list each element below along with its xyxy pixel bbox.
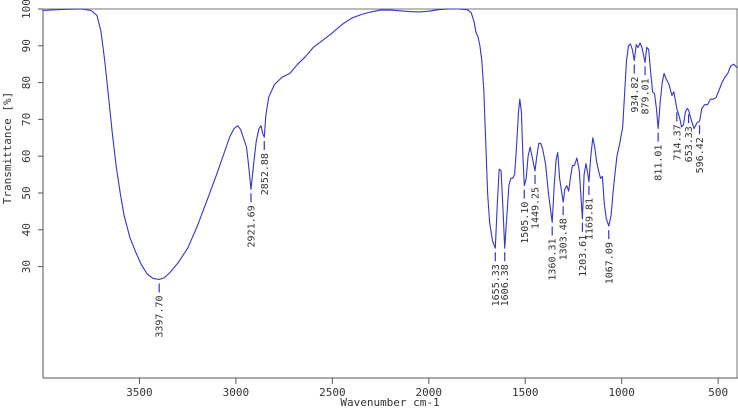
x-tick-label: 1000 xyxy=(608,386,635,399)
peak-label: 3397.70 xyxy=(155,295,166,337)
peak-label: 596.42 xyxy=(695,137,706,173)
peak-label: 934.82 xyxy=(630,77,641,113)
x-axis-ticks: 3500 3000 2500 2000 1500 1000 500 xyxy=(126,378,728,399)
y-tick-label: 100 xyxy=(20,0,33,19)
peak-label: 1655.33 xyxy=(491,264,502,306)
y-tick-label: 80 xyxy=(20,76,33,89)
peak-label: 1360.31 xyxy=(548,238,559,280)
y-tick-label: 60 xyxy=(20,150,33,163)
y-tick-label: 70 xyxy=(20,113,33,126)
y-axis-title: Transmittance [%] xyxy=(1,92,14,205)
y-tick-label: 40 xyxy=(20,223,33,236)
peak-label: 1606.38 xyxy=(500,264,511,306)
peak-label: 714.37 xyxy=(672,124,683,160)
x-axis-title: Wavenumber cm-1 xyxy=(340,396,439,409)
peak-label: 1303.48 xyxy=(559,218,570,260)
peak-label: 1449.25 xyxy=(531,187,542,229)
peak-label: 653.33 xyxy=(684,126,695,162)
x-tick-label: 3500 xyxy=(126,386,153,399)
y-tick-label: 50 xyxy=(20,186,33,199)
spectrum-line xyxy=(42,8,738,281)
x-tick-label: 2000 xyxy=(416,386,443,399)
peak-label: 1067.09 xyxy=(604,242,615,284)
x-tick-label: 2500 xyxy=(319,386,346,399)
x-tick-label: 1500 xyxy=(512,386,539,399)
peak-label: 1169.81 xyxy=(584,198,595,240)
peak-label: 811.01 xyxy=(654,145,665,181)
peak-label: 1505.10 xyxy=(520,202,531,244)
plot-area xyxy=(42,8,738,379)
peak-label: 2921.69 xyxy=(247,205,258,247)
x-tick-label: 500 xyxy=(708,386,728,399)
y-axis-ticks: 30 40 50 60 70 80 90 100 xyxy=(20,0,43,273)
x-tick-label: 3000 xyxy=(223,386,250,399)
peak-label: 2852.88 xyxy=(260,153,271,195)
peak-label: 1203.61 xyxy=(578,235,589,277)
peak-label: 879.01 xyxy=(641,78,652,114)
y-tick-label: 90 xyxy=(20,39,33,52)
y-tick-label: 30 xyxy=(20,260,33,273)
